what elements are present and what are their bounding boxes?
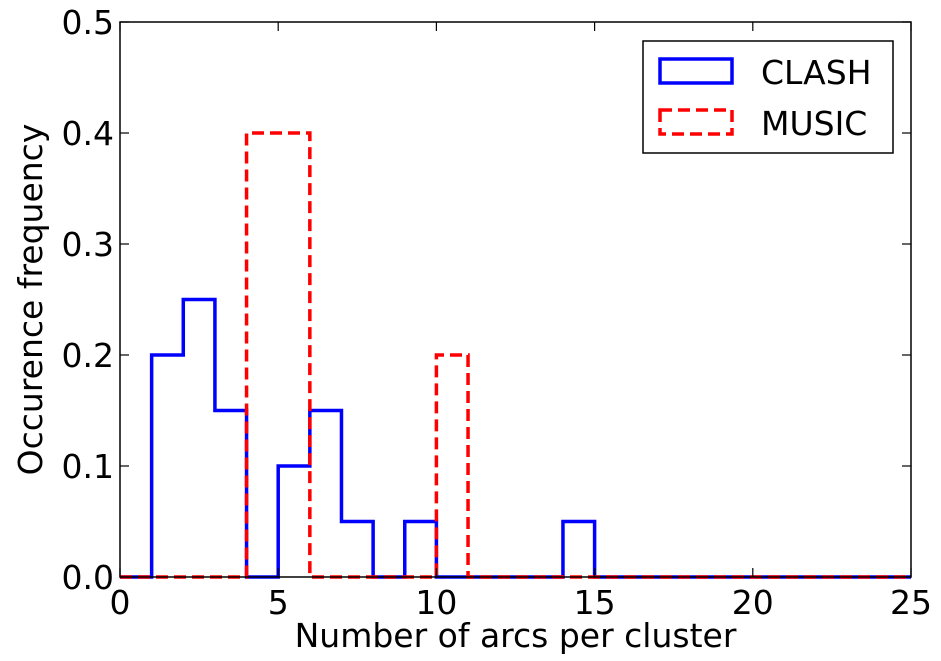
series-clash-line [120, 297, 911, 579]
y-tick-label: 0.3 [62, 225, 114, 264]
legend-swatch-clash [658, 57, 734, 85]
x-tick-label: 5 [268, 583, 289, 622]
y-axis-label: Occurence frequency [11, 124, 50, 476]
x-tick-label: 15 [574, 583, 616, 622]
legend-swatch-music [658, 108, 734, 136]
legend: CLASH MUSIC [642, 40, 894, 154]
y-tick-label: 0.5 [62, 3, 114, 42]
y-tick-label: 0.2 [62, 336, 114, 375]
y-tick-label: 0.4 [62, 114, 114, 153]
plot-frame [119, 21, 912, 578]
x-tick-label: 10 [415, 583, 457, 622]
x-tick-label: 0 [110, 583, 131, 622]
legend-label-music: MUSIC [761, 104, 867, 143]
legend-label-clash: CLASH [761, 53, 872, 92]
x-tick-label: 20 [732, 583, 774, 622]
series-music-line [120, 131, 911, 579]
y-tick-label: 0.0 [62, 558, 114, 597]
x-axis-label: Number of arcs per cluster [295, 616, 737, 655]
series-layer [120, 131, 911, 579]
ticks-layer: 0 5 10 15 20 25 0.0 0.1 0.2 0.3 0.4 0.5 [62, 3, 932, 622]
y-tick-label: 0.1 [62, 447, 114, 486]
x-tick-label: 25 [890, 583, 932, 622]
